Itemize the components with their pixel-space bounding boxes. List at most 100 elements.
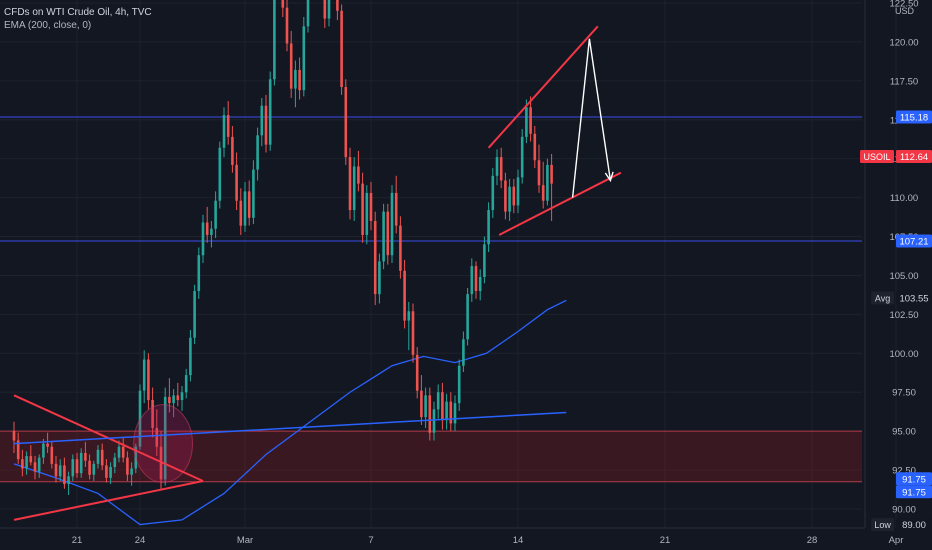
- candle: [29, 445, 33, 466]
- candle-body: [247, 191, 251, 218]
- y-tick-label: 97.50: [892, 388, 916, 399]
- candle: [285, 0, 289, 52]
- price-tag-bg: [896, 149, 932, 163]
- price-axis[interactable]: 90.0092.5095.0097.50100.00102.50105.0010…: [864, 0, 919, 528]
- candle: [180, 385, 184, 411]
- trendlines[interactable]: [13, 25, 622, 521]
- candle: [520, 129, 524, 184]
- candle: [210, 220, 213, 248]
- candle-body: [126, 457, 129, 475]
- candle: [63, 457, 66, 489]
- candle-body: [533, 133, 537, 161]
- candle: [159, 431, 163, 489]
- candle-body: [172, 395, 175, 404]
- candle-body: [529, 107, 532, 134]
- candle-body: [113, 457, 117, 467]
- candle-body: [285, 7, 289, 44]
- price-tag-name-bg: [860, 149, 894, 163]
- candle-body: [428, 395, 432, 433]
- price-tag-bg: [896, 291, 932, 305]
- y-tick-label: 110.00: [890, 193, 918, 204]
- candle-body: [294, 69, 297, 89]
- candle-body: [323, 0, 327, 19]
- candle-body: [382, 211, 385, 262]
- candle: [155, 409, 159, 457]
- trendline: [13, 479, 204, 521]
- ema-legend[interactable]: EMA (200, close, 0): [4, 20, 92, 31]
- price-label: 91.75: [896, 472, 932, 486]
- candle: [163, 387, 167, 486]
- candle: [415, 347, 419, 399]
- candle-body: [336, 0, 339, 11]
- candle-body: [29, 456, 33, 463]
- candle: [382, 203, 385, 270]
- symbol-legend[interactable]: CFDs on WTI Crude Oil, 4h, TVC: [4, 7, 152, 18]
- candle-body: [243, 191, 247, 226]
- candle-body: [281, 0, 285, 8]
- candle: [256, 127, 259, 181]
- candle: [126, 451, 129, 481]
- candle-body: [50, 446, 54, 464]
- candle: [361, 172, 364, 243]
- candle: [222, 107, 226, 158]
- candle-body: [25, 456, 28, 469]
- candle: [88, 454, 91, 480]
- candle-body: [163, 396, 167, 480]
- time-axis[interactable]: 2124Mar7142128Apr611: [0, 527, 932, 546]
- candle-body: [117, 446, 121, 458]
- candle-body: [327, 0, 331, 19]
- candle: [281, 0, 285, 17]
- candle-body: [168, 396, 171, 404]
- candle: [306, 0, 310, 33]
- candle-body: [218, 147, 222, 201]
- candle: [239, 188, 243, 235]
- candle-body: [210, 228, 213, 235]
- horizontal-levels[interactable]: [0, 0, 862, 242]
- candle-body: [42, 443, 45, 458]
- price-tag-bg: [896, 518, 932, 532]
- candle: [193, 284, 196, 344]
- candle: [54, 456, 58, 483]
- candle-body: [537, 160, 541, 186]
- candle: [205, 206, 209, 243]
- x-tick-label: 21: [660, 535, 671, 546]
- candle-body: [457, 365, 461, 404]
- price-tag-value: 91.75: [902, 487, 926, 498]
- candle-body: [462, 339, 465, 366]
- price-tag-name-bg: [871, 291, 894, 305]
- candle-body: [483, 244, 486, 278]
- candle: [79, 448, 83, 478]
- candle: [226, 101, 230, 145]
- candle-body: [231, 136, 234, 165]
- candle: [478, 269, 482, 301]
- candle: [243, 182, 247, 232]
- candle: [344, 79, 348, 165]
- price-tag-value: 91.75: [902, 474, 926, 485]
- y-tick-label: 95.00: [892, 427, 916, 438]
- candle-body: [441, 392, 444, 421]
- candle-body: [264, 105, 268, 145]
- candle-body: [121, 446, 125, 458]
- candle-body: [525, 107, 528, 137]
- candle-body: [415, 354, 419, 391]
- candle: [189, 329, 192, 382]
- candle: [386, 203, 390, 265]
- x-tick-label: 7: [368, 535, 373, 546]
- projection-arrow[interactable]: [571, 38, 614, 198]
- candle: [218, 141, 222, 209]
- candle: [550, 154, 553, 221]
- candle-body: [197, 255, 201, 292]
- candle: [508, 178, 511, 221]
- candle-body: [79, 452, 83, 474]
- candle: [33, 456, 37, 480]
- candle-body: [512, 186, 516, 206]
- candle: [411, 303, 415, 363]
- candle: [495, 149, 499, 186]
- candle-body: [235, 164, 238, 201]
- candle-body: [273, 0, 276, 80]
- candle: [147, 353, 150, 410]
- candle-body: [92, 463, 96, 475]
- price-label: 112.64 USOIL: [860, 149, 932, 163]
- candle: [151, 387, 154, 438]
